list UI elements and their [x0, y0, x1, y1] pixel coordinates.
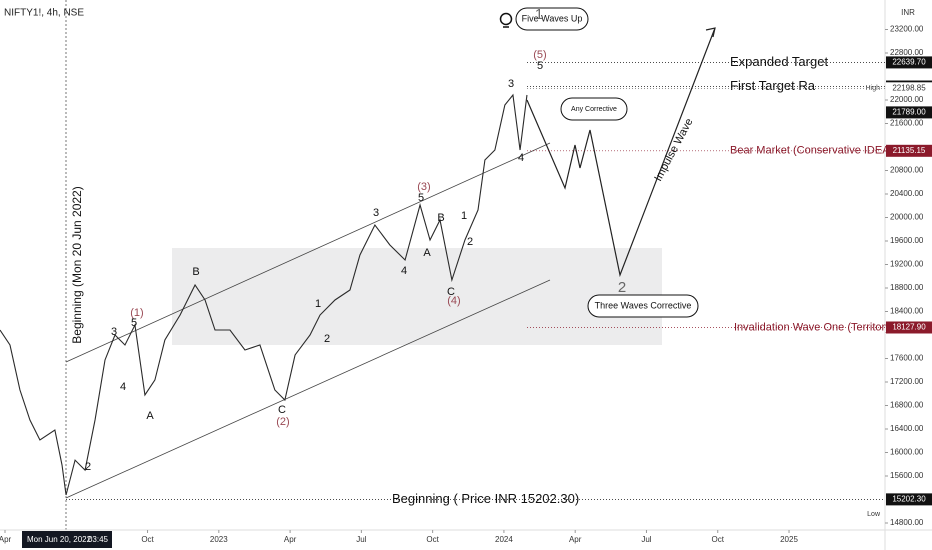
wave-label: (3)	[417, 181, 430, 193]
y-tick-label: 20400.00	[890, 189, 924, 198]
wave-label: 5	[418, 192, 424, 204]
bulb-icon	[499, 12, 513, 26]
wave-label: A	[146, 410, 154, 422]
price-badge-label: 22639.70	[892, 58, 926, 67]
y-tick-label: 20800.00	[890, 166, 924, 175]
range-box	[172, 248, 662, 345]
callout: Five Waves Up	[522, 13, 583, 23]
y-tick-label: 23200.00	[890, 25, 924, 34]
wave-label: (2)	[276, 416, 289, 428]
x-tick-label: Apr	[0, 535, 12, 544]
wave-label: 5	[131, 317, 137, 329]
low-label: Low	[867, 511, 881, 518]
price-badge	[886, 106, 932, 119]
level-label: Bear Market (Conservative IDEA)	[730, 145, 893, 157]
y-tick-label: 22000.00	[890, 95, 924, 104]
price-badge-label: 15202.30	[892, 494, 926, 503]
price-line	[0, 93, 528, 496]
price-badge-label: 21789.00	[892, 108, 926, 117]
wave-label: C	[447, 286, 455, 298]
currency: INR	[901, 8, 915, 17]
price-badge	[886, 321, 932, 334]
y-tick-label: 16400.00	[890, 424, 924, 433]
y-tick-label: 16000.00	[890, 448, 924, 457]
wave-label: 2	[324, 333, 330, 345]
y-tick-label: 21600.00	[890, 119, 924, 128]
y-tick-label: 22800.00	[890, 48, 924, 57]
price-badge	[886, 493, 932, 506]
crosshair-time: 03:45	[88, 535, 109, 544]
y-tick-label: 18400.00	[890, 307, 924, 316]
wave-label: 4	[518, 152, 524, 164]
callout-box	[587, 294, 699, 318]
y-tick-label: 16800.00	[890, 401, 924, 410]
wave-label: 4	[120, 381, 126, 393]
wave-label: 3	[111, 326, 117, 338]
crosshair-date: Mon Jun 20, 2022	[27, 535, 92, 544]
y-tick-label: 15600.00	[890, 471, 924, 480]
price-badge-label: 21135.15	[893, 146, 926, 155]
price-badge	[886, 144, 932, 157]
callout: Three Waves Corrective	[595, 300, 692, 310]
x-tick-label: Oct	[141, 535, 154, 544]
wave-label: B	[192, 266, 199, 278]
wave-label: C	[278, 404, 286, 416]
level-label: Invalidation Wave One (Territory)	[734, 321, 894, 333]
level-label: High	[866, 85, 881, 92]
x-tick-label: 2023	[210, 535, 228, 544]
x-tick-label: Oct	[712, 535, 725, 544]
wave-label: 2	[618, 279, 626, 296]
y-tick-label: 20000.00	[890, 213, 924, 222]
y-tick-label: 19200.00	[890, 260, 924, 269]
channel-lower	[65, 279, 551, 499]
price-badge-label: 18127.90	[892, 323, 926, 332]
wave-label: (1)	[130, 307, 143, 319]
y-tick-label: 14800.00	[890, 518, 924, 527]
x-tick-label: Apr	[569, 535, 582, 544]
x-tick-label: Apr	[284, 535, 297, 544]
y-tick-label: 19600.00	[890, 236, 924, 245]
crosshair-badge	[22, 531, 112, 548]
wave-label: B	[437, 212, 444, 224]
wave-label: (4)	[447, 295, 460, 307]
chart-title: NIFTY1!, 4h, NSE	[4, 8, 84, 19]
price-badge	[886, 56, 932, 69]
wave-label: 3	[373, 207, 379, 219]
level-label: First Target Ra	[730, 78, 816, 93]
level-label: Expanded Target	[730, 54, 828, 69]
wave-label: 2	[85, 461, 91, 473]
wave-label: 1	[535, 6, 543, 23]
price-badge	[886, 82, 932, 95]
wave-label: 2	[467, 236, 473, 248]
callout-box	[560, 97, 628, 121]
price-badge-label: 22198.85	[892, 83, 926, 92]
wave-label: 1	[315, 298, 321, 310]
wave-label: 1	[461, 210, 467, 222]
level-label: Beginning ( Price INR 15202.30)	[392, 491, 579, 506]
wave-label: 4	[401, 265, 407, 277]
projection-arrow	[705, 27, 716, 38]
x-tick-label: Oct	[426, 535, 439, 544]
wave-label: A	[423, 247, 431, 259]
projection-path	[526, 27, 716, 278]
x-tick-label: Jul	[641, 535, 651, 544]
callout-box	[515, 7, 589, 31]
y-tick-label: 18800.00	[890, 283, 924, 292]
y-tick-label: 17600.00	[890, 354, 924, 363]
x-tick-label: 2025	[780, 535, 798, 544]
channel-upper	[65, 142, 551, 363]
wave-label: 3	[508, 78, 514, 90]
x-tick-label: Jul	[356, 535, 366, 544]
beginning-label: Beginning (Mon 20 Jun 2022)	[70, 186, 84, 343]
x-tick-label: 2024	[495, 535, 513, 544]
y-tick-label: 17200.00	[890, 377, 924, 386]
wave-label: 5	[537, 60, 543, 72]
wave-label: (5)	[533, 49, 546, 61]
callout: Any Corrective	[571, 106, 617, 113]
